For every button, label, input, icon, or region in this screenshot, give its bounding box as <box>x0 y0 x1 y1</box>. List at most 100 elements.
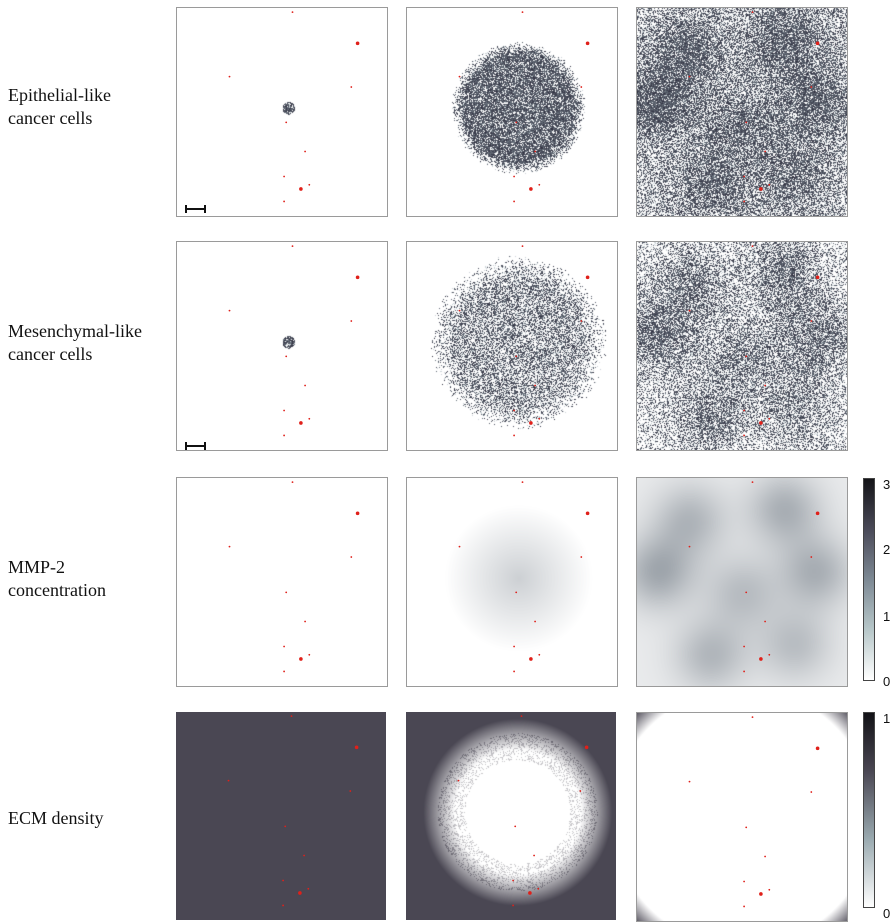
ecm-panel-mid <box>406 712 618 922</box>
scale-bar-cap-left <box>185 205 187 213</box>
vessel-dot <box>764 620 766 623</box>
vessel-dot <box>308 417 311 420</box>
cell-density-image <box>407 242 617 450</box>
vessel-dot <box>537 887 540 890</box>
vessel-dot <box>815 746 820 751</box>
vessel-dot <box>533 854 535 857</box>
vessel-dot <box>512 904 514 907</box>
vessel-dot <box>457 779 460 782</box>
vessel-dot <box>810 320 813 322</box>
vessel-dot <box>768 653 771 656</box>
vessel-dot <box>515 591 518 594</box>
density-image <box>176 712 386 920</box>
vessel-dot <box>764 384 766 387</box>
vessel-dot <box>521 11 524 14</box>
vessel-dot <box>585 41 590 46</box>
vessel-dot <box>283 670 285 673</box>
vessel-dot <box>513 409 515 412</box>
vessel-dot <box>521 245 524 248</box>
concentration-image <box>407 478 617 686</box>
vessel-dot <box>529 657 533 661</box>
vessel-dot <box>228 75 231 78</box>
vessel-dot <box>688 545 691 548</box>
vessel-dot <box>759 421 763 425</box>
colorbar-tick-label: 0 <box>883 906 891 921</box>
vessel-dot <box>751 716 754 719</box>
vessel-dot <box>745 355 748 358</box>
vessel-dot <box>743 434 745 437</box>
mesenchymal-panel-late <box>636 241 848 451</box>
vessel-dot <box>764 855 766 858</box>
concentration-image <box>637 478 847 686</box>
vessel-dot <box>354 745 359 750</box>
epithelial-panel-late <box>636 7 848 217</box>
vessel-dot <box>810 556 813 558</box>
vessel-dot <box>529 421 533 425</box>
vessel-dot <box>290 715 293 718</box>
cell-density-image <box>407 8 617 216</box>
vessel-dot <box>810 86 813 88</box>
vessel-dot <box>514 825 517 828</box>
vessel-dot <box>815 275 820 280</box>
vessel-dot <box>350 556 353 558</box>
vessel-dot <box>815 511 820 516</box>
vessel-dot <box>759 892 763 896</box>
vessel-dot <box>291 481 294 484</box>
mmp2-panel-mid <box>406 477 618 687</box>
vessel-dot <box>810 791 813 793</box>
vessel-dot <box>751 11 754 14</box>
scale-bar-cap-left <box>185 442 187 450</box>
vessel-dot <box>355 275 360 280</box>
vessel-dot <box>538 653 541 656</box>
vessel-dot <box>355 511 360 516</box>
ecm-panel-late <box>636 712 848 922</box>
vessel-dot <box>688 309 691 312</box>
vessel-dot <box>307 887 310 890</box>
vessel-dot <box>513 175 515 178</box>
vessel-dot <box>350 86 353 88</box>
vessel-dot <box>283 200 285 203</box>
vessel-dot <box>513 670 515 673</box>
vessel-dot <box>815 41 820 46</box>
vessel-markers <box>228 481 360 673</box>
cell-density-image <box>637 8 847 216</box>
vessel-dot <box>349 790 352 792</box>
vessel-dot <box>768 888 771 891</box>
vessel-dot <box>580 86 583 88</box>
row-label-ecm: ECM density <box>8 808 104 828</box>
vessel-dot <box>768 183 771 186</box>
vessel-markers <box>688 11 820 203</box>
mmp2-panel-late <box>636 477 848 687</box>
vessel-dot <box>512 879 514 882</box>
vessel-markers <box>457 715 589 907</box>
colorbar-tick-label: 1 <box>883 609 891 624</box>
scale-bar <box>185 208 206 210</box>
vessel-dot <box>743 880 745 883</box>
vessel-dot <box>291 245 294 248</box>
vessel-dot <box>283 175 285 178</box>
vessel-markers <box>688 245 820 437</box>
vessel-dot <box>228 309 231 312</box>
vessel-dot <box>745 121 748 124</box>
vessel-dot <box>688 780 691 783</box>
scale-bar-cap-right <box>204 205 206 213</box>
colorbar-tick-label: 1 <box>883 711 891 726</box>
vessel-dot <box>304 620 306 623</box>
vessel-dot <box>458 545 461 548</box>
vessel-dot <box>529 187 533 191</box>
vessel-dot <box>285 591 288 594</box>
vessel-markers <box>458 11 590 203</box>
cell-density-image <box>177 242 387 450</box>
vessel-dot <box>745 826 748 829</box>
vessel-markers <box>688 481 820 673</box>
colorbar-tick-label: 3 <box>883 477 891 492</box>
row-label-mesenchymal: Mesenchymal-like cancer cells <box>8 321 142 364</box>
vessel-dot <box>458 75 461 78</box>
row-label-epithelial: Epithelial-like cancer cells <box>8 85 111 128</box>
vessel-dot <box>458 309 461 312</box>
vessel-dot <box>283 409 285 412</box>
vessel-dot <box>227 779 230 782</box>
vessel-dot <box>515 355 518 358</box>
vessel-dot <box>299 187 303 191</box>
scale-bar-cap-right <box>204 442 206 450</box>
